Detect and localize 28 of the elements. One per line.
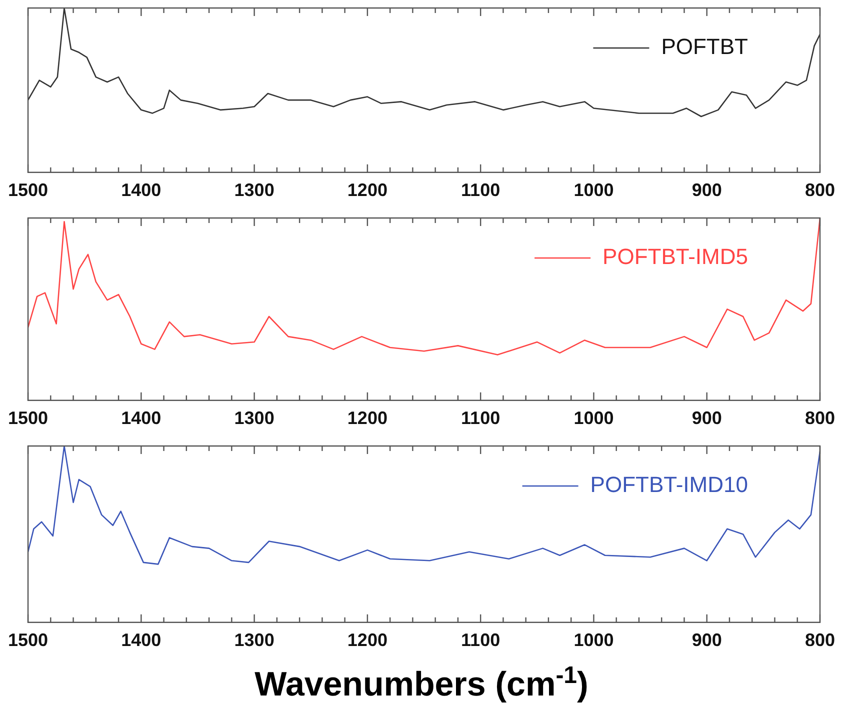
x-tick-label: 1100: [461, 630, 500, 650]
x-tick-label: 1000: [574, 630, 614, 650]
x-tick-label: 900: [692, 630, 722, 650]
legend-label: POFTBT-IMD10: [590, 472, 748, 498]
x-tick-label: 1400: [121, 408, 162, 428]
x-tick-label: 800: [804, 630, 836, 650]
x-tick-label: 1200: [347, 408, 388, 428]
x-tick-label: 900: [692, 180, 722, 200]
x-tick-label: 1400: [121, 180, 162, 200]
x-tick-label: 1300: [234, 180, 274, 200]
x-tick-label: 1300: [234, 630, 274, 650]
x-tick-label: 800: [804, 408, 836, 428]
x-tick-label: 800: [804, 180, 836, 200]
x-tick-label: 1100: [461, 180, 500, 200]
legend-label: POFTBT: [661, 34, 748, 60]
x-tick-label: 1200: [347, 180, 388, 200]
x-tick-label: 1300: [234, 408, 274, 428]
x-tick-label: 1000: [574, 408, 614, 428]
x-tick-label: 900: [692, 408, 722, 428]
x-tick-label: 1200: [347, 630, 388, 650]
x-tick-label: 1000: [574, 180, 614, 200]
x-tick-label: 1500: [8, 180, 48, 200]
x-tick-label: 1500: [8, 408, 48, 428]
x-tick-label: 1500: [8, 630, 48, 650]
x-tick-label: 1400: [121, 630, 162, 650]
x-tick-label: 1100: [461, 408, 500, 428]
x-axis-title: Wavenumbers (cm$^{-1}$): [254, 661, 590, 704]
legend-label: POFTBT-IMD5: [602, 244, 748, 270]
